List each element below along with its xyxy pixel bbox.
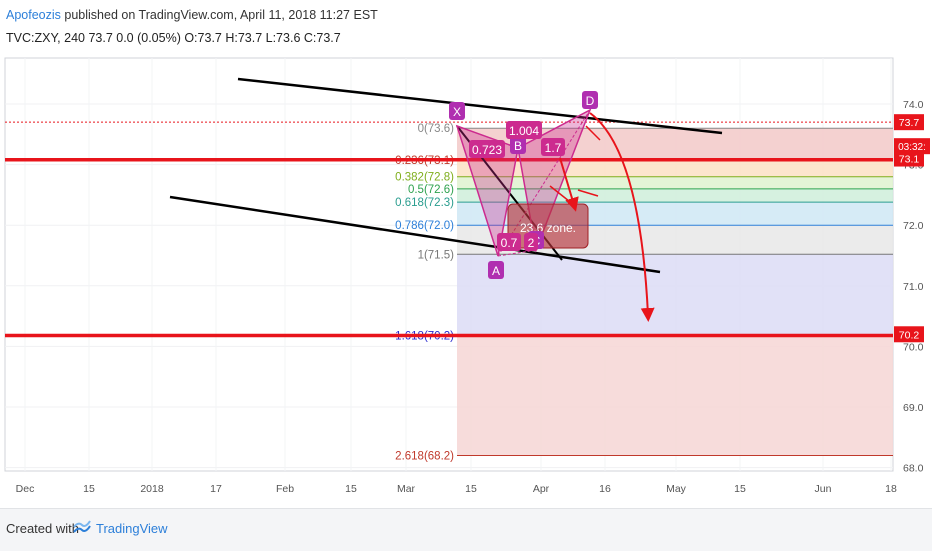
y-tick-label: 74.0: [903, 99, 924, 111]
pattern-xb-line: [456, 125, 519, 149]
ratio-box: [524, 233, 538, 251]
pattern-point-box: [582, 91, 598, 109]
x-tick-label: Apr: [533, 483, 550, 495]
pattern-point-label: X: [453, 105, 461, 119]
x-tick-label: Feb: [276, 483, 294, 495]
x-tick-label: 15: [465, 483, 477, 495]
fib-zone-band: [457, 254, 893, 336]
price-tag-box: [894, 326, 924, 343]
channel-lower-line: [169, 195, 661, 274]
fib-zones: [457, 128, 893, 456]
pattern-point-label: A: [492, 264, 500, 278]
y-axis: 74.073.072.071.070.069.068.0: [903, 99, 924, 475]
price-tag-box: [894, 150, 924, 167]
pattern-point-label: D: [586, 94, 595, 108]
pattern-point-label: B: [514, 139, 522, 153]
price-tag-label: 70.2: [899, 329, 920, 341]
ratio-label: 1.7: [545, 141, 562, 155]
pattern-point-box: [488, 261, 504, 279]
x-tick-label: 17: [210, 483, 222, 495]
y-tick-label: 71.0: [903, 281, 924, 293]
countdown-box: [894, 138, 930, 155]
fib-zone-band: [457, 335, 893, 456]
arrow-stroke-c: [577, 189, 599, 197]
pullback-arrow: [559, 157, 579, 212]
x-tick-label: 18: [885, 483, 897, 495]
fib-zone-band: [457, 188, 893, 203]
arrow-stroke-a: [549, 185, 575, 206]
fib-level-label: 0.618(72.3): [395, 197, 454, 209]
ratio-label: 2: [528, 236, 535, 250]
price-tags: 73.7 73.1 70.2 03:32:: [894, 114, 930, 343]
x-tick-label: May: [666, 483, 687, 495]
pattern-ad-line: [497, 109, 591, 257]
x-tick-label: Mar: [397, 483, 416, 495]
fib-zone-band: [457, 176, 893, 189]
x-tick-label: 2018: [140, 483, 164, 495]
x-axis: Dec 15 2018 17 Feb 15 Mar 15 Apr 16 May 15 Jun 18: [16, 483, 897, 495]
y-tick-label: 68.0: [903, 463, 924, 475]
price-chart[interactable]: 0(73.6)0.236(73.1)0.382(72.8)0.5(72.6)0.…: [0, 0, 932, 508]
author-link[interactable]: Apofeozis: [6, 8, 61, 22]
ratio-box: [541, 138, 565, 156]
x-tick-label: Dec: [16, 483, 35, 495]
publish-info: published on TradingView.com, April 11, …: [64, 8, 378, 22]
pattern-point-box: [510, 136, 526, 154]
y-tick-label: 69.0: [903, 402, 924, 414]
arrow-stroke-b: [585, 125, 601, 141]
footer-bar: Created with TradingView: [0, 508, 932, 551]
fib-level-label: 0.786(72.0): [395, 220, 454, 232]
ratio-box: [497, 233, 521, 251]
fib-level-label: 0(73.6): [418, 123, 455, 135]
created-with-text: Created with: [6, 521, 79, 536]
ratio-box: [469, 140, 505, 158]
price-tag-label: 73.1: [899, 154, 920, 166]
x-tick-label: 15: [83, 483, 95, 495]
support-resistance-lines: [5, 158, 893, 338]
x-tick-label: 15: [734, 483, 746, 495]
ratio-label: 1.004: [509, 124, 539, 138]
x-tick-label: 15: [345, 483, 357, 495]
pattern-point-box: [449, 102, 465, 120]
y-tick-label: 72.0: [903, 220, 924, 232]
symbol-legend: TVC:ZXY, 240 73.7 0.0 (0.05%) O:73.7 H:7…: [6, 31, 341, 45]
pattern-bd-line: [517, 109, 591, 149]
ratio-box: [506, 121, 542, 139]
fib-level-label: 0.5(72.6): [408, 184, 454, 196]
fib-levels: 0(73.6)0.236(73.1)0.382(72.8)0.5(72.6)0.…: [5, 121, 893, 462]
price-tag-label: 73.7: [899, 117, 920, 129]
x-tick-label: 16: [599, 483, 611, 495]
price-tag-box: [894, 114, 924, 131]
pattern-ratio-labels: 0.723 1.004 1.7 0.7 2: [469, 121, 565, 251]
fib-level-label: 1(71.5): [418, 249, 455, 261]
y-tick-label: 70.0: [903, 341, 924, 353]
ratio-label: 0.7: [501, 236, 518, 250]
channel-upper-line: [237, 77, 723, 135]
x-tick-label: Jun: [815, 483, 832, 495]
tradingview-logo-icon: [73, 520, 91, 533]
countdown-label: 03:32:: [898, 142, 926, 153]
fib-level-label: 0.382(72.8): [395, 172, 454, 184]
ratio-label: 0.723: [472, 143, 502, 157]
publish-header: Apofeozis published on TradingView.com, …: [6, 8, 378, 22]
fib-level-label: 2.618(68.2): [395, 450, 454, 462]
tradingview-link[interactable]: TradingView: [96, 521, 168, 536]
target-arrow: [589, 112, 655, 322]
